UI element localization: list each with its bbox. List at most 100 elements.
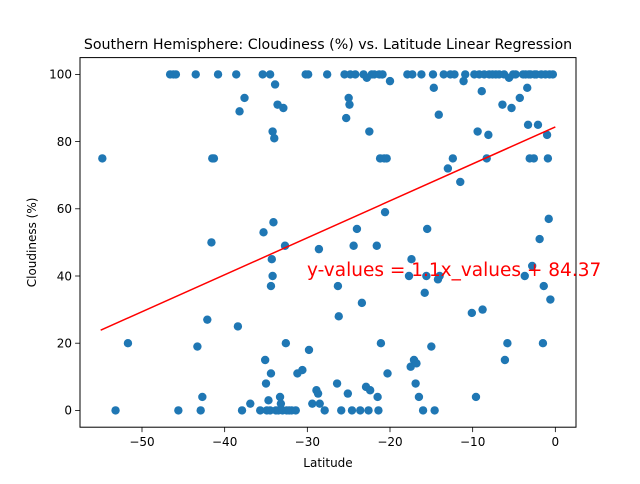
data-point	[420, 288, 429, 297]
data-point	[320, 406, 329, 415]
data-point	[515, 93, 524, 103]
data-point	[340, 70, 349, 79]
data-point	[334, 312, 343, 321]
data-point	[520, 271, 529, 281]
data-point	[383, 369, 392, 378]
x-tick-label: −30	[295, 435, 320, 449]
data-point	[280, 241, 290, 250]
data-point	[459, 76, 468, 86]
x-tick-label: −20	[377, 435, 402, 449]
data-point	[430, 406, 439, 415]
data-point	[523, 83, 532, 93]
data-point	[434, 110, 443, 119]
data-point	[333, 281, 343, 291]
data-point	[533, 120, 543, 129]
data-point	[357, 298, 367, 308]
data-point	[412, 359, 421, 368]
data-point	[111, 406, 120, 415]
data-point	[322, 70, 332, 79]
data-point	[341, 113, 351, 123]
data-point	[344, 93, 353, 103]
data-point	[268, 271, 277, 281]
data-point	[332, 379, 342, 388]
data-point	[314, 244, 324, 254]
data-point	[279, 103, 288, 113]
data-point	[303, 70, 313, 79]
data-point	[471, 392, 481, 402]
regression-line	[100, 126, 556, 331]
data-point	[450, 70, 459, 79]
data-point	[193, 342, 202, 351]
data-point	[347, 406, 357, 415]
data-point	[256, 406, 265, 415]
data-point	[270, 134, 279, 143]
data-point	[372, 241, 381, 250]
data-point	[523, 120, 533, 129]
data-point	[423, 224, 432, 234]
data-point	[304, 345, 314, 355]
data-point	[196, 406, 205, 415]
data-point	[276, 399, 286, 408]
data-point	[385, 76, 395, 86]
data-point	[235, 107, 244, 116]
data-point	[356, 406, 365, 415]
data-point	[264, 396, 273, 405]
plot-frame	[79, 57, 577, 428]
data-point	[374, 406, 383, 415]
data-point	[315, 399, 324, 408]
data-point	[527, 261, 537, 271]
data-point	[382, 154, 391, 163]
data-point	[422, 271, 431, 281]
data-point	[345, 100, 354, 109]
chart-title: Southern Hemisphere: Cloudiness (%) vs. …	[84, 37, 572, 53]
data-point	[281, 339, 291, 348]
data-point	[298, 365, 307, 375]
data-point	[548, 70, 558, 79]
regression-equation: y-values = 1.1x_values + 84.37	[307, 260, 601, 281]
data-point	[207, 238, 216, 247]
data-point	[414, 392, 424, 402]
x-tick-label: −10	[460, 435, 485, 449]
y-tick-label: 100	[49, 68, 72, 82]
data-point	[98, 154, 107, 163]
data-point	[535, 234, 544, 244]
data-point	[365, 386, 375, 395]
data-point	[270, 80, 280, 89]
data-point	[364, 406, 373, 415]
data-point	[418, 406, 428, 415]
data-point	[439, 70, 448, 79]
x-tick-label: −40	[212, 435, 237, 449]
data-point	[404, 271, 414, 281]
data-point	[543, 154, 553, 163]
x-axis-ticks: −50 −40 −30 −20 −10 0	[129, 427, 559, 449]
data-point	[246, 399, 255, 408]
data-point	[498, 100, 507, 109]
data-point	[209, 154, 219, 163]
data-point	[484, 130, 493, 140]
data-point	[511, 70, 520, 79]
data-point	[408, 70, 417, 79]
data-point	[407, 255, 416, 264]
data-point	[352, 224, 362, 234]
y-axis-ticks: 0 20 40 60 80 100	[49, 68, 80, 418]
data-point	[266, 369, 276, 378]
data-point	[378, 70, 387, 79]
x-tick-label: 0	[552, 435, 560, 449]
data-point	[467, 308, 477, 318]
data-point	[213, 70, 223, 79]
data-point	[478, 305, 487, 314]
data-point	[351, 70, 360, 79]
data-point	[337, 406, 346, 415]
data-point	[411, 379, 420, 388]
data-point	[232, 70, 241, 79]
y-tick-label: 60	[57, 202, 72, 216]
data-point	[191, 70, 200, 79]
data-point	[265, 406, 275, 415]
data-point	[203, 315, 212, 324]
data-point	[428, 70, 438, 79]
data-point	[380, 207, 390, 217]
data-point	[268, 127, 277, 136]
data-point	[376, 339, 386, 348]
